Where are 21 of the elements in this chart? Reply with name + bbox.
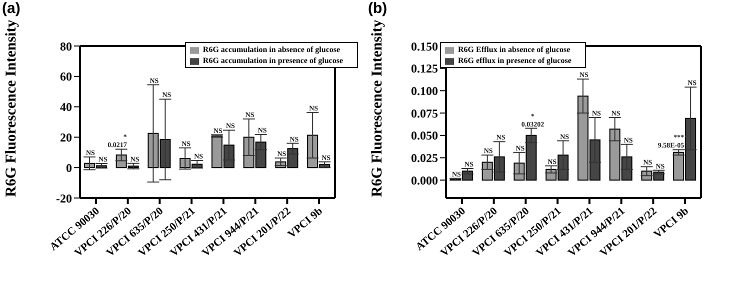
legend-label: R6G efflux in presence of glucose [458, 56, 572, 65]
y-tick-label: 0 [66, 160, 72, 175]
y-axis-title: R6G Fluorescence Intensity [369, 19, 386, 197]
y-tick-label: 0.125 [411, 62, 438, 76]
y-tick-label: 80 [60, 39, 72, 54]
chart-title: (a) [2, 0, 20, 17]
y-tick-label: 60 [60, 70, 72, 84]
legend-label: R6G accumulation in presence of glucose [202, 56, 343, 65]
y-tick-label: 0.025 [411, 151, 438, 166]
legend-label: R6G Efflux in absence of glucose [458, 45, 570, 54]
y-axis-title: R6G Fluorescence Intensity [3, 19, 20, 197]
y-tick-label: 0.000 [411, 173, 438, 188]
legend-label: R6G accumulation in absence of glucose [202, 45, 340, 54]
y-tick-label: 0.075 [411, 106, 438, 120]
y-tick-label: -20 [56, 191, 72, 206]
y-tick-label: 0.150 [411, 39, 438, 54]
y-tick-label: 0.050 [411, 128, 438, 143]
y-tick-label: 40 [60, 100, 72, 114]
y-tick-label: 20 [60, 130, 72, 144]
y-tick-label: 0.100 [411, 84, 438, 98]
chart-title: (b) [368, 0, 388, 17]
